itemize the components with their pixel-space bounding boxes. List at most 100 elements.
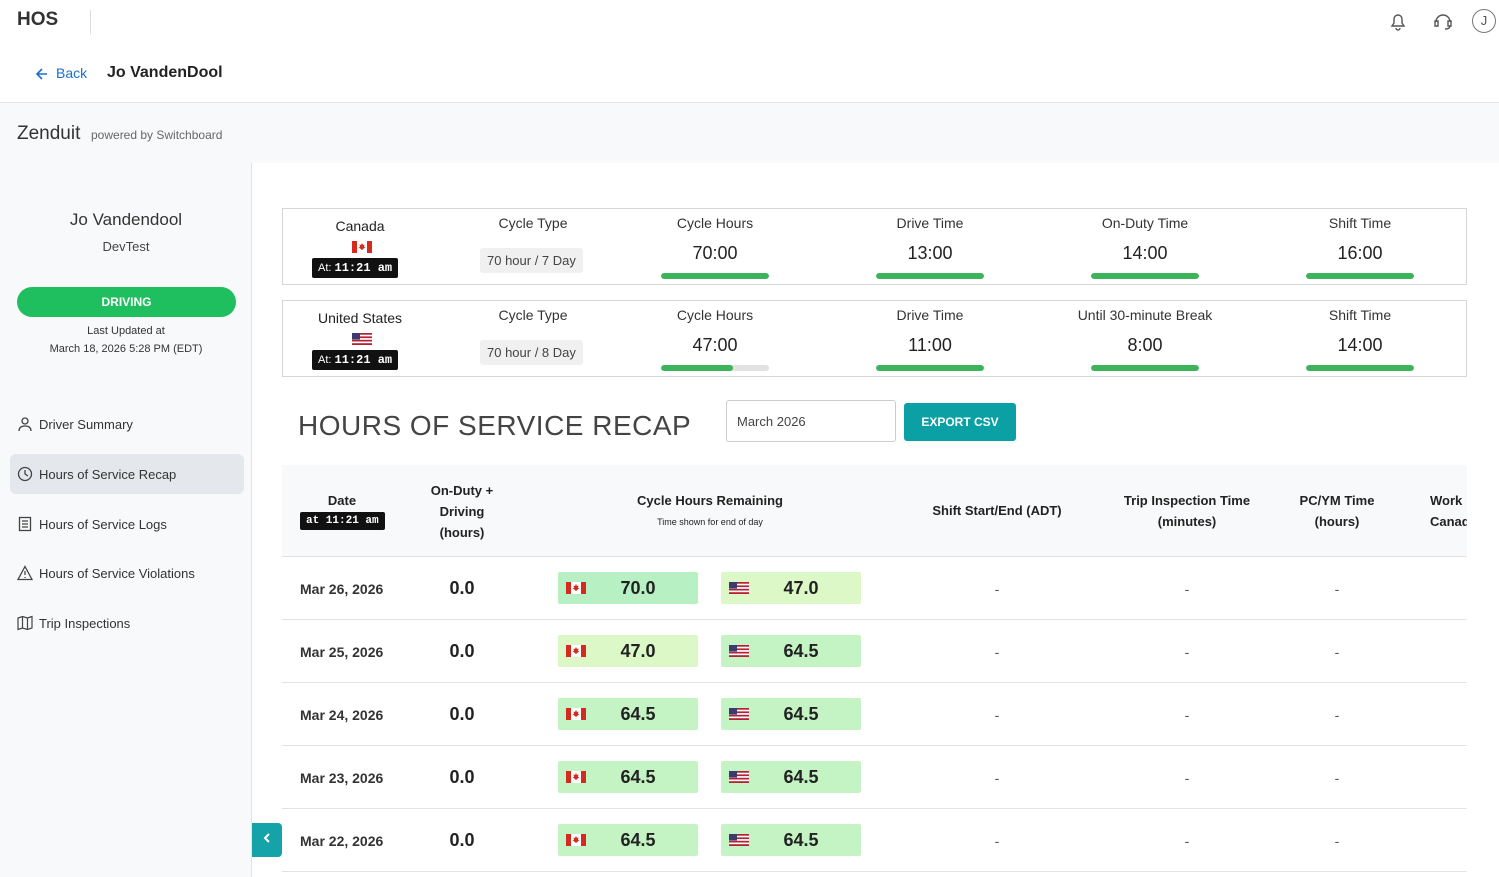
- app-title: HOS: [17, 9, 59, 30]
- cycle-cell: 64.5: [558, 698, 698, 730]
- nav-item[interactable]: Hours of Service Logs: [10, 504, 244, 544]
- date: Mar 26, 2026: [300, 581, 384, 597]
- nav-label: Hours of Service Violations: [39, 565, 195, 581]
- progress-track: [1091, 365, 1199, 371]
- on-duty: 0.0: [449, 641, 475, 661]
- cycle-value: 64.5: [620, 703, 656, 724]
- pcym: -: [1334, 644, 1340, 660]
- recap-table: Date at 11:21 am On-Duty + Driving (hours)…: [282, 465, 1467, 877]
- nav-item[interactable]: Driver Summary: [10, 404, 244, 444]
- progress-fill: [1091, 273, 1199, 279]
- cycle-cell: 64.5: [558, 761, 698, 793]
- trip: -: [1184, 581, 1190, 597]
- progress-fill: [1091, 365, 1199, 371]
- metric-value: 8:00: [1127, 335, 1163, 355]
- recap-title: HOURS OF SERVICE RECAP: [298, 410, 692, 441]
- nav-item[interactable]: Hours of Service Recap: [10, 454, 244, 494]
- status-pill: DRIVING: [17, 287, 236, 317]
- flag: [729, 708, 749, 720]
- table-row: Mar 22, 2026 0.0 64.5 64.5 - - -: [282, 809, 1467, 872]
- column-note: Time shown for end of day: [657, 517, 763, 527]
- cycle-value: 64.5: [783, 703, 819, 724]
- back-arrow[interactable]: [35, 67, 49, 81]
- progress-fill: [876, 273, 984, 279]
- progress-fill: [1306, 273, 1414, 279]
- trip: -: [1184, 644, 1190, 660]
- at-label: At:: [318, 354, 332, 366]
- flag: [566, 708, 586, 720]
- column-header: Date: [327, 493, 357, 508]
- summary-card: United States At: 11:21 am Cycle Type 70 ho…: [282, 300, 1467, 377]
- shift: -: [994, 770, 1000, 786]
- shift: -: [994, 833, 1000, 849]
- export-button[interactable]: EXPORT CSV: [904, 403, 1016, 441]
- brand: Zenduit: [17, 123, 81, 144]
- progress-track: [661, 273, 769, 279]
- cycle-type-label: Cycle Type: [498, 215, 568, 231]
- column-header: Cycle Hours Remaining: [637, 493, 783, 508]
- progress-track: [1091, 273, 1199, 279]
- flag: [566, 582, 586, 594]
- back-link[interactable]: Back: [56, 65, 88, 81]
- nav-label: Hours of Service Recap: [39, 466, 177, 482]
- trip: -: [1184, 770, 1190, 786]
- column-header: PC/YM Time (hours): [1299, 493, 1375, 529]
- cycle-value: 64.5: [620, 829, 656, 850]
- metric-label: Cycle Hours: [676, 307, 754, 323]
- on-duty: 0.0: [449, 767, 475, 787]
- support-icon[interactable]: [1432, 10, 1454, 32]
- pcym: -: [1334, 581, 1340, 597]
- table-row: Mar 26, 2026 0.0 70.0 47.0 - - -: [282, 557, 1467, 620]
- cycle-value: 64.5: [620, 766, 656, 787]
- progress-fill: [876, 365, 984, 371]
- icon: [18, 417, 32, 432]
- at-time: 11:21 am: [334, 261, 393, 275]
- date: Mar 22, 2026: [300, 833, 384, 849]
- flag: [729, 834, 749, 846]
- metric-label: Shift Time: [1328, 215, 1392, 231]
- metric-label: Shift Time: [1328, 307, 1392, 323]
- nav-item[interactable]: Hours of Service Violations: [10, 553, 244, 593]
- shift: -: [994, 707, 1000, 723]
- icon: [17, 615, 33, 631]
- nav-item[interactable]: Trip Inspections: [10, 603, 244, 643]
- flag: [729, 582, 749, 594]
- icon: [18, 516, 32, 532]
- cycle-value: 47.0: [783, 577, 819, 598]
- brand-tagline: powered by Switchboard: [91, 128, 223, 142]
- pcym: -: [1334, 707, 1340, 723]
- metric-label: Cycle Hours: [676, 215, 754, 231]
- nav-label: Trip Inspections: [39, 615, 131, 631]
- nav-label: Hours of Service Logs: [39, 516, 167, 532]
- cycle-type-label: Cycle Type: [498, 307, 568, 323]
- shift: -: [994, 581, 1000, 597]
- metric-label: Drive Time: [896, 215, 964, 231]
- flag: [352, 241, 372, 253]
- bell-icon[interactable]: [1388, 10, 1408, 32]
- progress-track: [1306, 365, 1414, 371]
- cycle-cell: 64.5: [721, 761, 861, 793]
- progress-fill: [1306, 365, 1414, 371]
- icon: [17, 565, 33, 581]
- cycle-value: 47.0: [620, 640, 656, 661]
- trip: -: [1184, 707, 1190, 723]
- table-row: Mar 24, 2026 0.0 64.5 64.5 - - -: [282, 683, 1467, 746]
- trip: -: [1184, 833, 1190, 849]
- summary-card: Canada At: 11:21 am Cycle Type 70 hour / 7 …: [282, 208, 1467, 285]
- cycle-cell: 47.0: [721, 572, 861, 604]
- table-header: Date at 11:21 am On-Duty + Driving (hours)…: [282, 465, 1467, 557]
- icon: [17, 466, 33, 482]
- cycle-cell: 70.0: [558, 572, 698, 604]
- date-time-badge: at 11:21 am: [300, 512, 385, 530]
- cycle-value: 64.5: [783, 640, 819, 661]
- column-header: On-Duty + Driving (hours): [430, 483, 494, 540]
- month-picker[interactable]: March 2026: [726, 400, 896, 442]
- avatar[interactable]: J: [1472, 9, 1496, 33]
- flag: [566, 645, 586, 657]
- column-header: Work Canada: [1430, 493, 1467, 529]
- column-header: Trip Inspection Time (minutes): [1123, 493, 1251, 529]
- progress-track: [661, 365, 769, 371]
- collapse-button[interactable]: [252, 823, 282, 857]
- country: United States: [317, 310, 403, 326]
